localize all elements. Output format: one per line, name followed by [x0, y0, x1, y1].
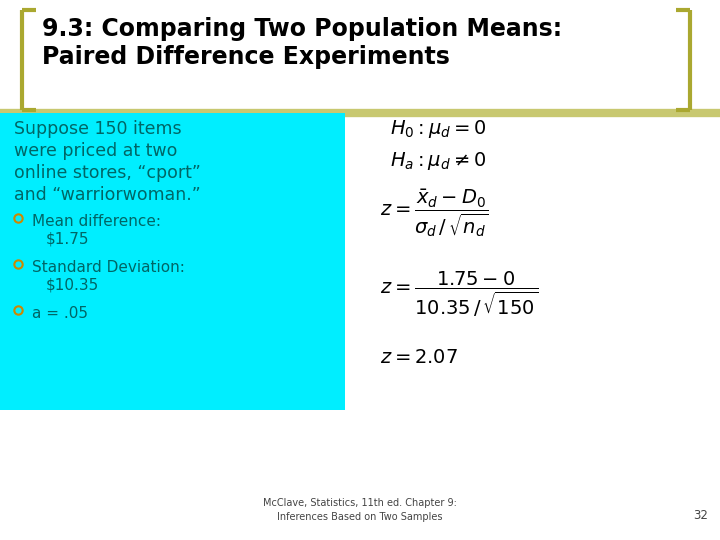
Text: were priced at two: were priced at two: [14, 142, 177, 160]
Text: a = .05: a = .05: [32, 306, 88, 321]
Text: and “warriorwoman.”: and “warriorwoman.”: [14, 186, 201, 204]
Text: $z = \dfrac{1.75 - 0}{10.35\,/\,\sqrt{150}}$: $z = \dfrac{1.75 - 0}{10.35\,/\,\sqrt{15…: [380, 270, 539, 319]
Text: $z = \dfrac{\bar{x}_d - D_0}{\sigma_d\,/\,\sqrt{n_d}}$: $z = \dfrac{\bar{x}_d - D_0}{\sigma_d\,/…: [380, 188, 489, 240]
Text: Mean difference:: Mean difference:: [32, 214, 161, 229]
Text: $10.35: $10.35: [46, 278, 99, 293]
Text: $z = 2.07$: $z = 2.07$: [380, 348, 458, 367]
Text: Suppose 150 items: Suppose 150 items: [14, 120, 181, 138]
Text: online stores, “cport”: online stores, “cport”: [14, 164, 201, 182]
Text: McClave, Statistics, 11th ed. Chapter 9:
Inferences Based on Two Samples: McClave, Statistics, 11th ed. Chapter 9:…: [263, 498, 457, 522]
Text: $H_a : \mu_d \neq 0$: $H_a : \mu_d \neq 0$: [390, 150, 486, 172]
Text: $H_0 : \mu_d = 0$: $H_0 : \mu_d = 0$: [390, 118, 487, 140]
Text: $1.75: $1.75: [46, 232, 89, 247]
FancyBboxPatch shape: [0, 113, 345, 410]
Text: Standard Deviation:: Standard Deviation:: [32, 260, 185, 275]
Text: 32: 32: [693, 509, 708, 522]
Text: 9.3: Comparing Two Population Means:: 9.3: Comparing Two Population Means:: [42, 17, 562, 41]
Text: Paired Difference Experiments: Paired Difference Experiments: [42, 45, 450, 69]
